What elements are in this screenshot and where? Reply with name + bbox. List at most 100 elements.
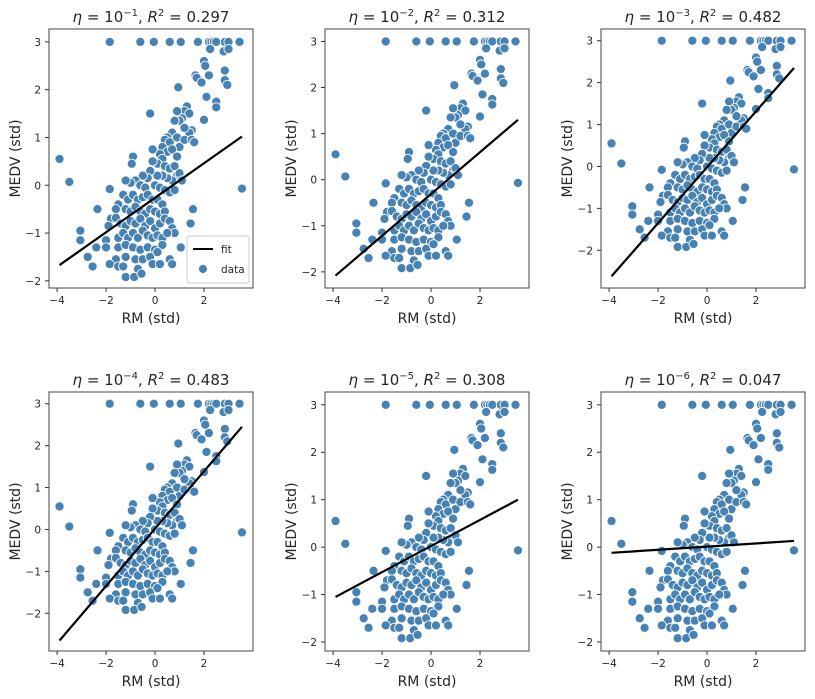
- data-point: [424, 399, 435, 410]
- data-point: [744, 399, 755, 410]
- title-eta-symbol: η =: [349, 8, 381, 26]
- data-point: [200, 60, 211, 71]
- data-point: [739, 565, 751, 576]
- data-point: [465, 133, 476, 144]
- data-point: [653, 603, 664, 614]
- data-point: [476, 59, 487, 70]
- data-point: [687, 35, 698, 46]
- title-r2-symbol: R: [700, 8, 710, 26]
- data-point: [445, 112, 456, 123]
- data-point: [476, 423, 487, 434]
- data-point: [463, 565, 475, 576]
- data-point: [763, 464, 774, 475]
- axes-frame: [600, 28, 806, 289]
- data-point: [104, 593, 115, 604]
- y-tick-label: 1: [34, 483, 41, 495]
- data-point: [672, 224, 683, 235]
- legend-fit-label: fit: [221, 244, 232, 256]
- data-point: [449, 444, 460, 455]
- x-tick-label: −2: [374, 295, 389, 307]
- data-point: [689, 532, 700, 543]
- x-axis-label: RM (std): [398, 311, 457, 327]
- data-point: [721, 478, 732, 489]
- y-tick-label: 3: [34, 37, 41, 49]
- data-point: [443, 620, 454, 631]
- data-point: [421, 209, 432, 220]
- data-point: [147, 503, 158, 514]
- data-point: [91, 242, 102, 253]
- data-point: [499, 43, 510, 54]
- data-point: [135, 398, 146, 409]
- data-point: [445, 546, 456, 557]
- data-point: [670, 232, 681, 243]
- data-point: [351, 596, 362, 607]
- data-point: [148, 36, 159, 47]
- title-r2-superscript: 2: [710, 8, 716, 19]
- data-point: [474, 477, 486, 488]
- data-point: [463, 197, 475, 208]
- data-point: [428, 608, 439, 619]
- data-point: [706, 230, 717, 241]
- y-tick-label: 2: [34, 441, 41, 453]
- data-point: [396, 613, 407, 624]
- data-point: [755, 432, 766, 444]
- data-point: [402, 153, 413, 165]
- data-point: [731, 111, 742, 122]
- data-point: [771, 60, 782, 71]
- data-point: [179, 122, 190, 133]
- data-point: [452, 537, 464, 548]
- y-tick-label: 1: [586, 120, 593, 132]
- data-point: [461, 580, 472, 591]
- x-tick-label: 0: [428, 295, 435, 307]
- data-point: [64, 521, 75, 532]
- data-point: [606, 515, 617, 527]
- y-tick-label: −1: [578, 203, 593, 215]
- data-point: [697, 98, 708, 109]
- data-point: [479, 432, 490, 444]
- data-point: [739, 182, 751, 193]
- y-tick-label: −1: [302, 590, 317, 602]
- data-point: [448, 146, 459, 158]
- title-eta-exponent: −1: [123, 8, 138, 19]
- data-point: [724, 468, 735, 479]
- data-point: [721, 165, 732, 176]
- data-point: [699, 518, 710, 529]
- data-point: [101, 242, 112, 253]
- data-point: [704, 532, 715, 543]
- data-point: [411, 36, 422, 47]
- data-point: [396, 170, 407, 181]
- data-point: [87, 261, 98, 272]
- data-point: [672, 537, 683, 548]
- data-point: [737, 194, 748, 206]
- data-point: [92, 545, 103, 556]
- data-point: [223, 44, 234, 55]
- x-tick-label: −4: [325, 658, 341, 670]
- x-axis-label: RM (std): [122, 311, 181, 327]
- data-point: [481, 43, 492, 54]
- y-axis-label: MEDV (std): [8, 119, 24, 197]
- fit-line: [58, 426, 243, 642]
- data-point: [222, 79, 233, 90]
- data-point: [662, 565, 673, 576]
- data-point: [179, 474, 190, 485]
- data-point: [172, 151, 183, 162]
- data-point: [351, 227, 362, 238]
- data-point: [110, 204, 121, 215]
- data-point: [788, 164, 800, 175]
- data-points: [54, 36, 248, 283]
- data-point: [721, 523, 732, 534]
- data-point: [192, 36, 203, 47]
- title-eta-symbol: η =: [73, 8, 105, 26]
- data-point: [656, 230, 667, 241]
- data-point: [104, 527, 115, 538]
- data-point: [428, 532, 439, 543]
- data-point: [152, 583, 163, 594]
- data-point: [396, 243, 407, 254]
- data-point: [396, 633, 407, 644]
- data-point: [616, 158, 627, 169]
- data-point: [175, 398, 186, 409]
- title-eta-exponent: −4: [123, 371, 138, 382]
- data-point: [64, 176, 75, 187]
- data-point: [147, 492, 158, 504]
